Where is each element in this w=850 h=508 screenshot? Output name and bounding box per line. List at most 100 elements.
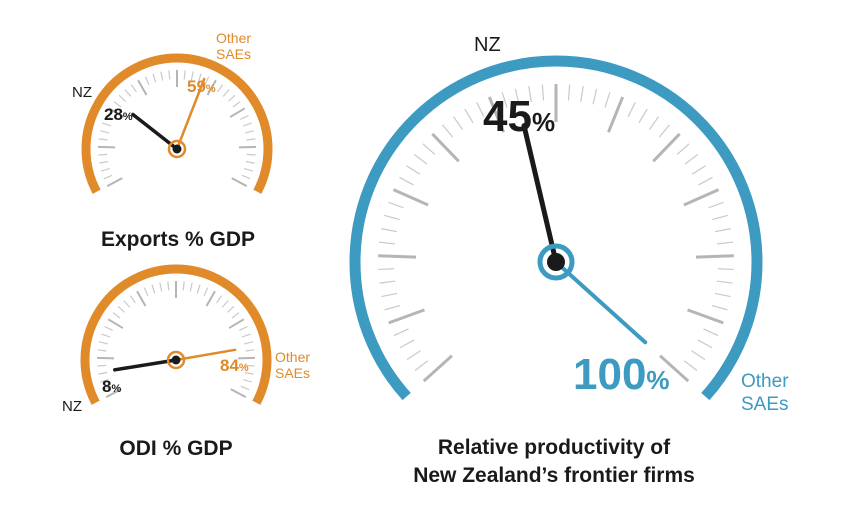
gauge-tick bbox=[160, 71, 164, 81]
gauge-tick bbox=[99, 130, 110, 134]
gauge-tick bbox=[182, 281, 185, 291]
gauge-tick bbox=[388, 201, 404, 209]
gauge-tick bbox=[716, 280, 733, 284]
gauge-tick bbox=[231, 177, 248, 187]
gauge-tick bbox=[113, 101, 122, 108]
gauge-tick bbox=[246, 138, 256, 141]
exports-other-label-line2: SAEs bbox=[216, 46, 251, 62]
gauge-tick bbox=[388, 308, 425, 325]
gauge-tick bbox=[105, 114, 114, 120]
gauge-tick bbox=[712, 214, 728, 221]
gauge-tick bbox=[406, 165, 421, 175]
gauge-tick bbox=[221, 300, 229, 308]
odi-hub-ring bbox=[166, 350, 186, 370]
gauge-tick bbox=[203, 287, 209, 297]
odi-hub bbox=[171, 355, 181, 365]
productivity-other-unit: % bbox=[646, 365, 669, 395]
gauge-tick bbox=[695, 254, 734, 259]
odi-nz-value: 8% bbox=[102, 377, 121, 396]
gauge-tick bbox=[501, 92, 508, 108]
gauge-tick bbox=[204, 76, 210, 86]
odi-other-label-line2: SAEs bbox=[275, 365, 310, 381]
productivity-other-label-line1: Other bbox=[741, 371, 789, 392]
gauge-tick bbox=[112, 312, 121, 319]
gauge-tick bbox=[393, 328, 409, 337]
productivity-hub bbox=[547, 253, 565, 271]
productivity-other-label-line2: SAEs bbox=[741, 394, 789, 415]
gauge-tick bbox=[240, 114, 249, 120]
gauge-tick bbox=[244, 167, 254, 172]
gauge-tick bbox=[652, 132, 681, 163]
gauge-tick bbox=[98, 341, 109, 345]
productivity-hub-ring bbox=[537, 243, 575, 281]
gauge-tick bbox=[98, 153, 108, 156]
odi-title: ODI % GDP bbox=[119, 437, 232, 460]
gauge-tick bbox=[98, 138, 108, 141]
gauge-tick bbox=[638, 108, 648, 124]
odi-other-unit: % bbox=[239, 362, 249, 374]
gauge-tick bbox=[118, 94, 127, 102]
gauge-tick bbox=[151, 284, 156, 294]
gauge-tick bbox=[104, 325, 113, 331]
gauge-tick bbox=[232, 101, 241, 108]
gauge-tick bbox=[592, 88, 598, 105]
gauge-tick bbox=[514, 88, 520, 105]
gauge-tick bbox=[708, 201, 724, 209]
odi-nz-label: NZ bbox=[62, 398, 82, 415]
gauge-tick bbox=[129, 295, 136, 304]
odi-other-label-line1: Other bbox=[275, 349, 310, 365]
gauge-tick bbox=[152, 73, 157, 83]
gauge-tick bbox=[130, 84, 137, 93]
gauge-tick bbox=[97, 364, 107, 367]
gauge-tick bbox=[243, 341, 254, 345]
gauge-tick bbox=[379, 280, 396, 284]
gauge-tick bbox=[99, 378, 109, 383]
gauge-tick bbox=[197, 73, 202, 83]
productivity-nz-needle bbox=[521, 123, 559, 265]
gauge-tick bbox=[244, 130, 255, 134]
gauge-tick bbox=[683, 360, 698, 372]
odi-gauge-ticks bbox=[97, 281, 255, 398]
gauge-tick bbox=[124, 89, 132, 97]
productivity-gauge-ticks bbox=[378, 84, 734, 383]
gauge-tick bbox=[399, 339, 415, 349]
gauge-tick bbox=[168, 70, 171, 80]
gauge-tick bbox=[567, 84, 571, 101]
gauge-tick bbox=[442, 124, 454, 138]
exports-title: Exports % GDP bbox=[101, 228, 255, 251]
gauge-tick bbox=[381, 228, 397, 233]
gauge-tick bbox=[97, 349, 107, 352]
gauge-tick bbox=[102, 385, 112, 391]
gauge-tick bbox=[711, 304, 728, 311]
gauge-tick bbox=[658, 124, 670, 138]
gauge-tick bbox=[228, 318, 245, 329]
gauge-tick bbox=[230, 388, 247, 398]
gauge-tick bbox=[541, 84, 545, 101]
gauge-tick bbox=[392, 188, 429, 207]
exports-gauge-arc bbox=[81, 53, 273, 194]
gauge-tick bbox=[244, 371, 254, 375]
gauge-tick bbox=[716, 241, 733, 245]
gauge-tick bbox=[136, 290, 147, 307]
gauge-tick bbox=[422, 354, 453, 383]
gauge-tick bbox=[102, 122, 112, 127]
gauge-tick bbox=[243, 378, 253, 383]
odi-other-needle bbox=[174, 348, 237, 362]
gauge-tick bbox=[101, 333, 111, 338]
odi-gauge-arc bbox=[80, 264, 272, 405]
gauge-tick bbox=[464, 108, 474, 124]
productivity-title-line2: New Zealand’s frontier firms bbox=[413, 464, 695, 487]
productivity-title-line1: Relative productivity of bbox=[438, 436, 671, 459]
gauge-tick bbox=[159, 282, 163, 292]
gauge-tick bbox=[698, 176, 713, 186]
gauge-tick bbox=[431, 132, 460, 163]
odi-nz-needle bbox=[113, 358, 178, 372]
gauge-tick bbox=[240, 385, 250, 391]
gauge-tick bbox=[691, 350, 706, 360]
gauge-tick bbox=[222, 89, 230, 97]
gauge-tick bbox=[697, 339, 713, 349]
gauge-tick bbox=[231, 312, 240, 319]
gauge-tick bbox=[241, 333, 251, 338]
gauge-tick bbox=[476, 102, 485, 118]
